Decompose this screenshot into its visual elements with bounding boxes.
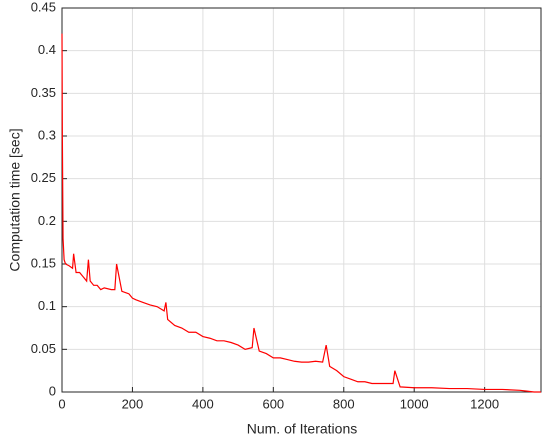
y-axis-label: Computation time [sec] [7, 128, 23, 271]
x-axis-label: Num. of Iterations [247, 421, 358, 437]
y-tick-label: 0.1 [38, 298, 56, 313]
y-tick-label: 0.45 [31, 0, 56, 14]
y-tick-label: 0.05 [31, 341, 56, 356]
x-tick-label: 200 [122, 396, 144, 411]
x-tick-label: 1200 [470, 396, 499, 411]
plot-frame [61, 7, 542, 393]
y-tick-label: 0.25 [31, 170, 56, 185]
x-tick-label: 600 [262, 396, 284, 411]
x-tick-label: 800 [333, 396, 355, 411]
x-tick-label: 0 [58, 396, 65, 411]
y-tick-label: 0.2 [38, 213, 56, 228]
x-tick-label: 400 [192, 396, 214, 411]
y-tick-label: 0.4 [38, 42, 56, 57]
y-tick-label: 0.35 [31, 85, 56, 100]
y-tick-label: 0 [49, 383, 56, 398]
y-tick-label: 0.3 [38, 127, 56, 142]
data-line [61, 33, 541, 393]
y-tick-label: 0.15 [31, 255, 56, 270]
x-tick-label: 1000 [400, 396, 429, 411]
